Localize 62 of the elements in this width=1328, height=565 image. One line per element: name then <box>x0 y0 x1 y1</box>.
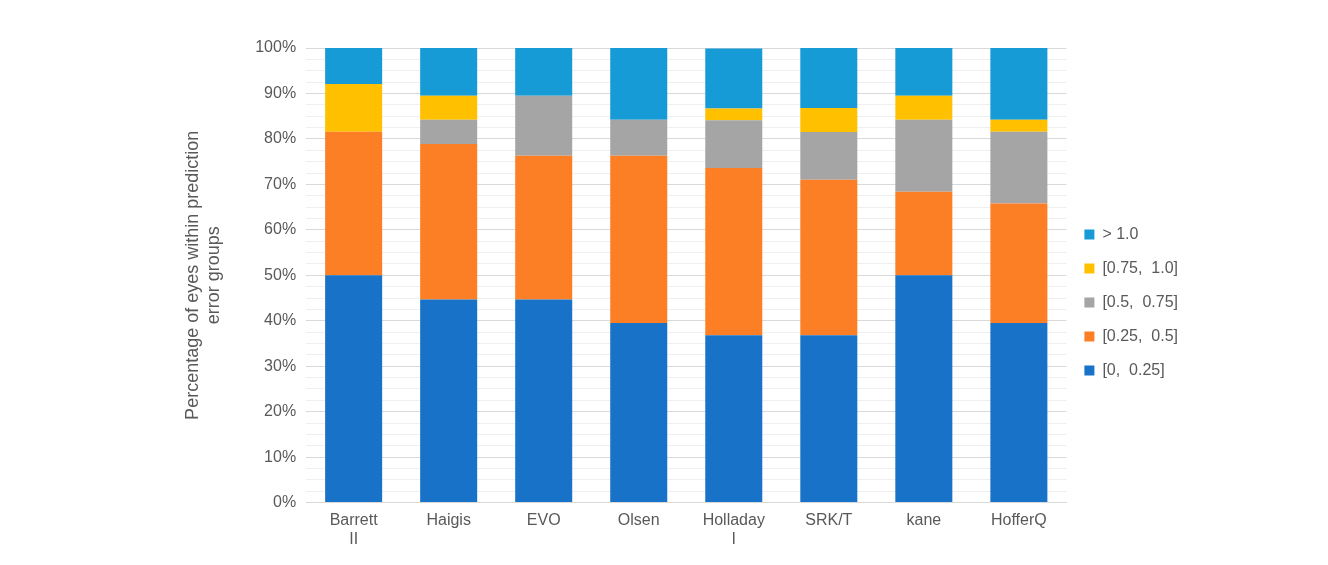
bar <box>895 95 953 120</box>
bar <box>420 299 478 503</box>
bar <box>990 48 1048 120</box>
y-axis-title: Percentage of eyes within prediction error groups <box>181 130 224 420</box>
y-tick-label: 10% <box>264 447 297 465</box>
bar <box>610 48 668 120</box>
y-tick-label: 40% <box>264 311 297 329</box>
bar <box>420 95 478 120</box>
x-tick-label: kane <box>906 510 942 528</box>
bar <box>515 48 573 96</box>
bar <box>325 48 383 84</box>
bar <box>515 95 573 156</box>
y-tick-label: 50% <box>264 265 297 283</box>
bar <box>800 179 858 336</box>
x-tick-label: Haigis <box>426 510 471 528</box>
x-tick-label: Olsen <box>617 510 660 528</box>
bar <box>800 108 858 133</box>
bar <box>705 168 763 336</box>
x-tick-label: EVO <box>526 510 561 528</box>
bar <box>990 119 1048 132</box>
bar <box>705 335 763 503</box>
legend-label: [0.5, 0.75] <box>1102 292 1178 310</box>
bar <box>895 119 953 192</box>
bar <box>705 120 763 169</box>
bar <box>420 119 478 144</box>
y-tick-label: 90% <box>264 83 297 101</box>
legend-label: [0.25, 0.5] <box>1102 326 1178 344</box>
y-tick-label: 70% <box>264 174 297 192</box>
bar <box>610 119 668 156</box>
legend-label: [0, 0.25] <box>1102 360 1165 378</box>
bar <box>705 108 763 121</box>
x-tick-label: Holladay I <box>702 510 765 547</box>
y-tick-label: 20% <box>264 402 297 420</box>
bar <box>990 131 1048 204</box>
bar <box>895 191 953 276</box>
x-tick-label: SRK/T <box>805 510 853 528</box>
bar <box>325 131 383 276</box>
bar <box>610 323 668 503</box>
bar <box>515 155 573 300</box>
legend-label: [0.75, 1.0] <box>1102 258 1178 276</box>
bar <box>420 48 478 96</box>
y-tick-label: 30% <box>264 356 297 374</box>
bar <box>800 335 858 503</box>
bar <box>325 275 383 503</box>
y-tick-label: 0% <box>273 493 297 511</box>
bar <box>990 323 1048 503</box>
x-tick-label: Barrett II <box>329 510 379 547</box>
bar <box>705 48 763 109</box>
y-tick-label: 80% <box>264 129 297 147</box>
bar <box>420 143 478 300</box>
y-tick-label: 100% <box>255 38 297 56</box>
bar <box>610 155 668 324</box>
x-tick-label: HofferQ <box>991 510 1047 528</box>
bar <box>895 48 953 96</box>
bar <box>800 48 858 109</box>
y-tick-label: 60% <box>264 220 297 238</box>
bar <box>800 132 858 180</box>
legend-label: > 1.0 <box>1102 224 1139 242</box>
bar <box>895 275 953 503</box>
bar <box>515 299 573 503</box>
bar <box>990 203 1048 324</box>
bar <box>325 83 383 132</box>
